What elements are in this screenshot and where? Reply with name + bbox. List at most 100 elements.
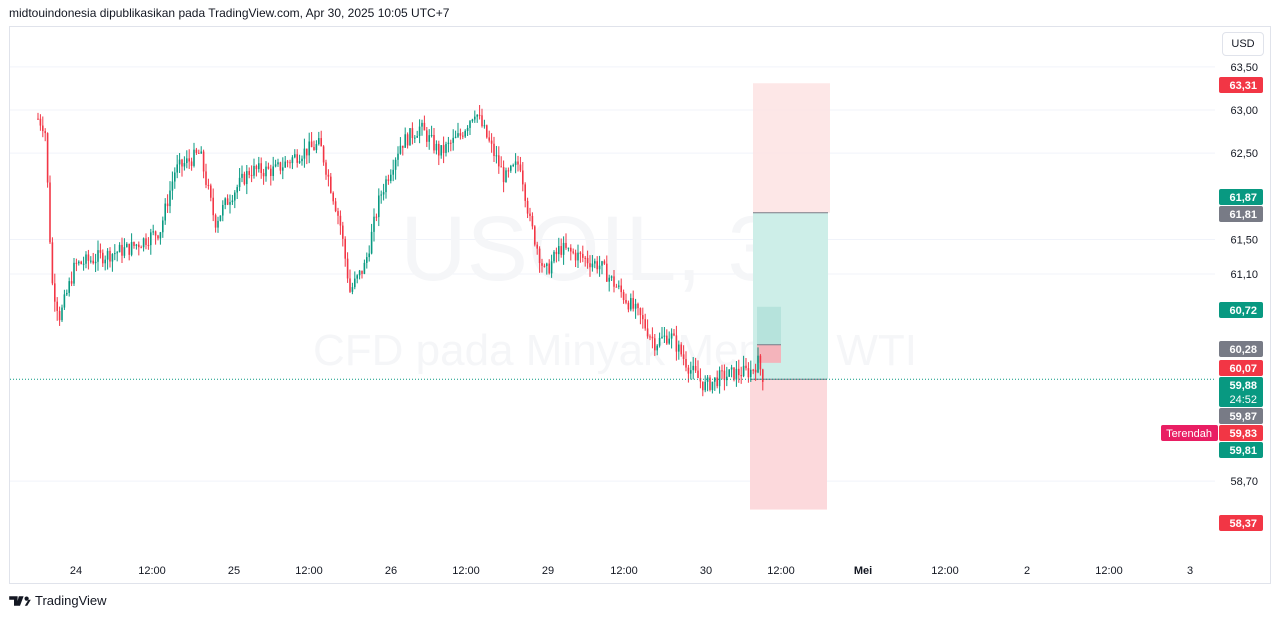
candle-down	[625, 300, 627, 303]
candle-up	[457, 133, 459, 137]
candle-down	[51, 242, 54, 284]
candle-up	[106, 250, 109, 260]
price-label-value: 59,87	[1229, 411, 1257, 423]
candle-up	[224, 198, 226, 205]
countdown-label: 24:52	[1229, 394, 1257, 406]
time-tick-label: 12:00	[452, 565, 480, 577]
candle-down	[375, 216, 378, 218]
time-tick-label: 12:00	[1095, 565, 1123, 577]
currency-button[interactable]: USD	[1222, 32, 1264, 56]
candle-down	[738, 368, 740, 376]
candle-down	[255, 165, 258, 170]
candle-down	[615, 286, 618, 288]
price-label-badge	[1219, 442, 1263, 458]
candle-down	[490, 140, 493, 144]
candle-up	[159, 232, 162, 239]
candle-down	[759, 355, 762, 370]
candle-up	[63, 294, 66, 308]
candle-up	[277, 162, 279, 165]
price-label-value: 61,87	[1229, 192, 1257, 204]
candle-down	[406, 134, 409, 146]
candle-up	[85, 254, 87, 264]
candle-down	[80, 261, 82, 264]
time-tick-label: 3	[1187, 565, 1193, 577]
candle-down	[46, 133, 49, 183]
candle-up	[404, 134, 406, 148]
price-tick-label: 61,50	[1230, 234, 1258, 246]
candle-down	[697, 370, 699, 378]
time-tick-label: 2	[1024, 565, 1030, 577]
candle-up	[363, 262, 366, 274]
candle-up	[394, 159, 397, 170]
candle-down	[613, 276, 615, 287]
price-label-value: 59,83	[1229, 428, 1257, 440]
candle-down	[646, 328, 649, 337]
candle-up	[142, 238, 145, 248]
candle-up	[378, 195, 380, 218]
candle-up	[409, 128, 411, 146]
lowest-tag-badge	[1161, 425, 1218, 441]
candle-up	[303, 148, 306, 159]
candle-down	[524, 184, 526, 201]
candle-up	[135, 244, 138, 246]
price-label-badge	[1219, 77, 1263, 93]
price-label-value: 59,88	[1229, 380, 1257, 392]
candle-down	[680, 344, 682, 355]
candle-up	[466, 127, 469, 131]
candle-down	[426, 130, 428, 142]
candle-down	[651, 336, 654, 339]
candle-down	[740, 375, 742, 377]
candle-down	[140, 247, 142, 249]
candle-down	[488, 137, 490, 141]
candle-down	[555, 251, 558, 255]
candle-down	[596, 261, 598, 270]
candle-up	[718, 370, 721, 387]
chart-pane[interactable]	[9, 26, 1271, 584]
candle-down	[478, 114, 481, 116]
price-label-badge	[1219, 515, 1263, 531]
candle-up	[630, 298, 632, 310]
candle-up	[474, 116, 476, 120]
candle-up	[469, 121, 471, 128]
candle-down	[138, 244, 140, 248]
candle-down	[190, 161, 193, 166]
candle-down	[486, 125, 488, 138]
candle-down	[584, 257, 586, 259]
candle-up	[704, 381, 706, 391]
candle-down	[128, 243, 130, 255]
candle-up	[66, 292, 68, 295]
candle-down	[37, 118, 39, 120]
candle-up	[174, 172, 176, 182]
candle-down	[687, 367, 690, 374]
candle-down	[675, 335, 678, 352]
candle-up	[690, 370, 692, 374]
candle-up	[78, 261, 80, 264]
candle-up	[553, 251, 555, 262]
candle-up	[118, 244, 121, 253]
price-label-badge	[1219, 377, 1263, 407]
candle-down	[39, 118, 42, 126]
candle-up	[315, 144, 318, 151]
candle-up	[82, 263, 85, 265]
candle-down	[642, 315, 644, 320]
price-label-value: 58,37	[1229, 518, 1257, 530]
candle-up	[258, 163, 260, 170]
candle-down	[226, 198, 229, 205]
candle-down	[154, 231, 157, 236]
candle-down	[330, 176, 332, 193]
candle-up	[123, 247, 126, 256]
candle-down	[42, 125, 44, 132]
candle-down	[214, 215, 217, 228]
candle-down	[752, 369, 754, 371]
candle-down	[574, 252, 577, 261]
candle-up	[370, 231, 373, 254]
candle-up	[241, 173, 243, 178]
price-label-value: 60,07	[1229, 363, 1257, 375]
candle-down	[579, 252, 582, 254]
candle-down	[582, 253, 584, 258]
footer-brand[interactable]: TradingView	[9, 593, 107, 608]
candle-up	[706, 377, 709, 382]
candle-down	[260, 163, 262, 173]
candle-up	[222, 204, 224, 216]
